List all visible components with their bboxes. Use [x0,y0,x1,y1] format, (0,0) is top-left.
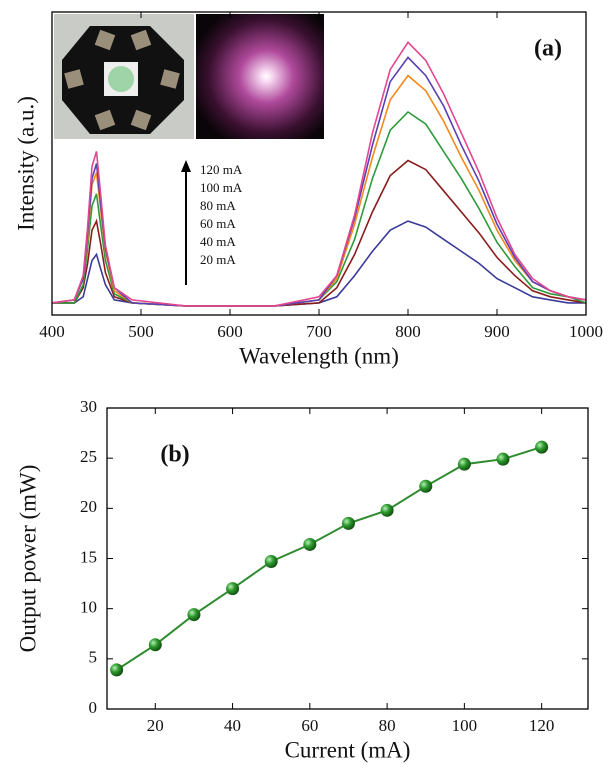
marker [187,608,201,622]
marker [148,638,162,652]
x-tick-label: 900 [484,322,510,341]
y-tick-label: 5 [89,648,98,667]
legend-label: 100 mA [200,180,243,195]
marker [341,516,355,530]
legend-label: 20 mA [200,252,236,267]
x-tick-label: 800 [395,322,421,341]
y-tick-label: 15 [80,547,97,566]
x-tick-label: 700 [306,322,332,341]
marker [535,440,549,454]
x-tick-label: 1000 [569,322,603,341]
legend-label: 80 mA [200,198,236,213]
inset-photos [54,14,324,139]
x-tick-label: 400 [39,322,65,341]
series-line [52,159,587,307]
marker [457,457,471,471]
marker [226,582,240,596]
x-tick-label: 600 [217,322,243,341]
y-tick-label: 0 [89,698,98,717]
panel-label: (b) [160,442,189,468]
legend-label: 40 mA [200,234,236,249]
marker [264,555,278,569]
series-line [52,110,587,307]
y-tick-label: 20 [80,497,97,516]
x-tick-label: 80 [379,716,396,735]
series-line [51,41,587,307]
x-axis-label: Current (mA) [285,737,411,762]
y-axis-label: Intensity (a.u.) [13,96,38,231]
y-tick-label: 25 [80,447,97,466]
series-line [116,446,542,671]
marker [303,537,317,551]
marker [419,479,433,493]
legend-label: 120 mA [200,162,243,177]
panel-label: (a) [534,36,562,62]
x-tick-label: 20 [147,716,164,735]
marker [110,663,124,677]
y-tick-label: 30 [80,397,97,416]
x-tick-label: 500 [128,322,154,341]
y-tick-label: 10 [80,598,97,617]
legend-label: 60 mA [200,216,236,231]
x-tick-label: 60 [301,716,318,735]
x-tick-label: 100 [452,716,478,735]
x-axis-label: Wavelength (nm) [239,343,399,368]
arrow-head [181,160,191,172]
x-tick-label: 40 [224,716,241,735]
x-tick-label: 120 [529,716,555,735]
marker [380,503,394,517]
series-line [51,74,587,307]
marker [496,452,510,466]
series-line [52,220,586,307]
y-axis-label: Output power (mW) [15,465,40,653]
